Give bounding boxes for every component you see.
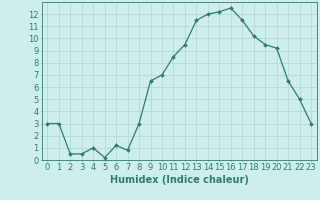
X-axis label: Humidex (Indice chaleur): Humidex (Indice chaleur) [110,175,249,185]
